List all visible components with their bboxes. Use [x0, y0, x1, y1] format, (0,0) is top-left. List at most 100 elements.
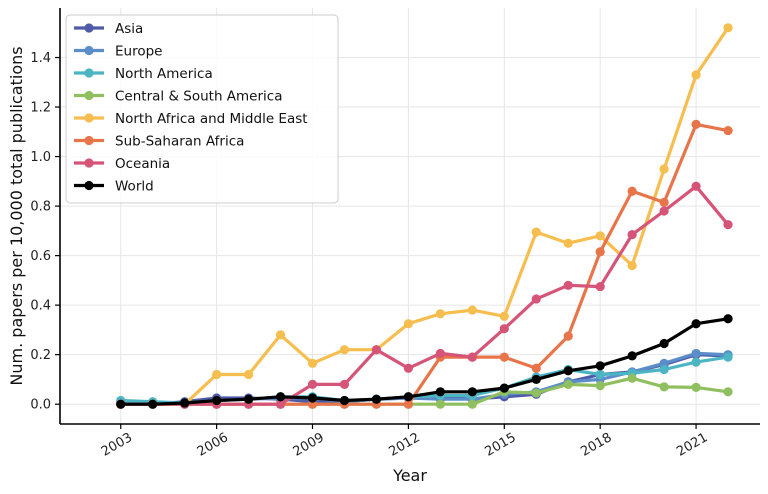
data-point [595, 281, 605, 292]
data-point [467, 352, 477, 362]
data-point [691, 382, 701, 392]
data-point [691, 348, 701, 359]
legend-swatch-marker [84, 23, 94, 33]
data-point [275, 330, 286, 340]
data-point [403, 319, 414, 329]
data-point [499, 352, 509, 362]
data-point [691, 70, 701, 80]
data-point [243, 394, 254, 404]
legend: Asia Europe North America Central & South A… [65, 14, 339, 204]
x-tick-label: 2003 [99, 430, 135, 460]
data-point [371, 345, 382, 355]
data-point [691, 357, 701, 367]
data-point [595, 231, 605, 241]
data-point [467, 399, 477, 409]
legend-swatch-marker [84, 45, 94, 56]
x-tick-label: 2012 [387, 430, 423, 460]
data-point [339, 345, 350, 355]
x-tick-label: 2018 [578, 430, 614, 460]
data-point [403, 363, 414, 373]
data-point [371, 394, 382, 404]
data-point [627, 186, 637, 196]
legend-box [65, 14, 339, 204]
data-point [531, 227, 541, 237]
legend-item: Central & South America [74, 89, 282, 105]
data-point [435, 309, 445, 319]
x-tick-label: 2006 [195, 430, 231, 460]
legend-item: North Africa and Middle East [74, 111, 308, 127]
data-point [723, 220, 733, 230]
legend-item: Oceania [74, 156, 170, 172]
series-line [119, 317, 730, 406]
data-point [723, 352, 733, 362]
series-layer [116, 23, 733, 409]
y-tick-label: 0.8 [30, 200, 51, 215]
data-point [212, 369, 222, 380]
x-tick-label: 2009 [291, 430, 327, 460]
legend-label: Oceania [115, 156, 170, 172]
legend-label: North America [115, 66, 213, 82]
data-point [339, 379, 350, 389]
x-tick-label: 2021 [674, 430, 710, 460]
data-point [627, 373, 637, 383]
data-point [531, 374, 541, 385]
data-point [627, 229, 637, 240]
data-point [659, 338, 669, 349]
legend-label: Asia [115, 21, 143, 37]
legend-swatch-marker [84, 135, 94, 146]
legend-swatch-marker [84, 90, 94, 101]
data-point [180, 398, 190, 408]
data-point [563, 280, 573, 290]
data-point [563, 238, 573, 248]
legend-swatch-marker [84, 68, 94, 78]
data-point [499, 383, 509, 393]
data-point [659, 364, 669, 375]
data-point [531, 363, 541, 373]
data-point [307, 393, 318, 403]
data-point [499, 311, 509, 321]
legend-label: Sub-Saharan Africa [115, 134, 244, 150]
data-point [212, 395, 222, 406]
data-point [435, 399, 445, 409]
series-north-africa-and-middle-east [116, 23, 733, 409]
data-point [691, 119, 701, 129]
legend-label: Europe [115, 44, 162, 60]
series-line [119, 184, 730, 406]
data-point [467, 305, 477, 315]
data-point [659, 197, 669, 207]
legend-item: Sub-Saharan Africa [74, 134, 244, 150]
data-point [403, 392, 414, 402]
axes [55, 8, 760, 429]
data-point [339, 395, 350, 406]
data-point [403, 399, 414, 409]
grid [60, 8, 760, 424]
data-point [531, 388, 541, 398]
legend-swatch-marker [84, 113, 94, 123]
legend-swatch-marker [84, 180, 94, 191]
data-point [435, 387, 445, 397]
data-point [659, 164, 669, 174]
x-tick-label: 2015 [482, 430, 518, 460]
y-tick-label: 1.2 [30, 101, 51, 116]
legend-item: Asia [74, 21, 143, 37]
data-point [563, 366, 573, 376]
data-point [595, 361, 605, 371]
legend-item: North America [74, 66, 213, 82]
legend-label: North Africa and Middle East [115, 111, 308, 127]
data-point [723, 387, 733, 397]
data-point [116, 399, 126, 409]
series-world [116, 314, 733, 409]
legend-label: Central & South America [115, 89, 282, 105]
y-tick-label: 1.0 [30, 150, 51, 165]
data-point [595, 381, 605, 391]
data-point [691, 181, 701, 191]
legend-label: World [115, 179, 154, 195]
y-axis-title: Num. papers per 10,000 total publication… [7, 46, 26, 385]
y-tick-label: 0.2 [30, 348, 51, 363]
data-point [467, 387, 477, 397]
data-point [531, 294, 541, 304]
data-point [148, 399, 158, 409]
legend-item: World [74, 179, 154, 195]
data-point [627, 351, 637, 361]
